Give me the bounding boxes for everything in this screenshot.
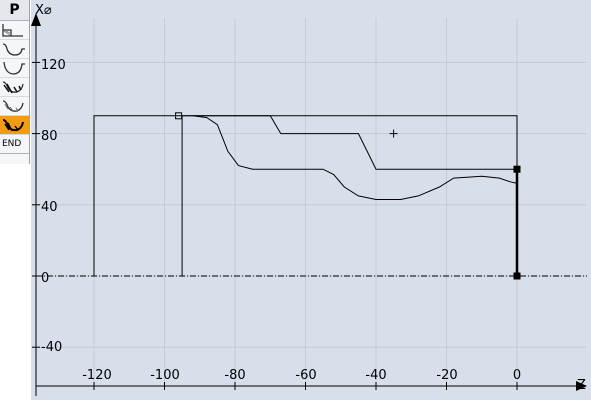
contour-curve-icon bbox=[3, 61, 25, 75]
x-axis-label: X⌀ bbox=[35, 3, 52, 18]
step-contour-2[interactable] bbox=[0, 59, 29, 78]
step-residual[interactable] bbox=[0, 97, 29, 116]
contour-drawing bbox=[36, 112, 587, 280]
x-tick-label: -40 bbox=[41, 340, 62, 355]
x-axis-arrow-icon bbox=[31, 13, 41, 26]
contour-groove-icon bbox=[2, 43, 25, 56]
step-stock-removal[interactable] bbox=[0, 78, 29, 97]
z-tick-label: -120 bbox=[82, 368, 112, 383]
start-point-marker bbox=[175, 112, 183, 120]
contour-point-marker bbox=[513, 272, 521, 280]
z-axis-arrow-icon bbox=[576, 381, 587, 391]
z-tick-label: -100 bbox=[150, 368, 180, 383]
finishing-icon bbox=[2, 119, 24, 132]
program-header[interactable]: P bbox=[0, 0, 29, 21]
finish-contour bbox=[182, 115, 517, 170]
step-contour-1[interactable] bbox=[0, 40, 29, 59]
x-tick-label: 40 bbox=[41, 200, 58, 215]
grid bbox=[32, 18, 587, 390]
contour-plot: Z X⌀ -120 -100 -80 -60 -40 -20 0 120 80 … bbox=[31, 3, 587, 396]
z-tick-label: 0 bbox=[513, 368, 521, 383]
x-tick-label: 0 bbox=[41, 271, 49, 286]
program-step-list: P bbox=[0, 0, 30, 164]
residual-removal-icon bbox=[2, 100, 24, 112]
z-tick-label: -40 bbox=[365, 368, 386, 383]
step-finishing[interactable] bbox=[0, 116, 29, 135]
stock-removal-icon bbox=[2, 81, 24, 94]
x-tick-label: 120 bbox=[41, 58, 66, 73]
z-tick-label: -20 bbox=[436, 368, 457, 383]
contour-point-marker bbox=[513, 165, 521, 173]
z-tick-label: -60 bbox=[295, 368, 316, 383]
x-tick-label: 80 bbox=[41, 129, 58, 144]
roughing-contour bbox=[192, 115, 518, 200]
simulation-graphic[interactable]: Z X⌀ -120 -100 -80 -60 -40 -20 0 120 80 … bbox=[31, 0, 591, 400]
step-blank[interactable] bbox=[0, 21, 29, 40]
z-tick-label: -80 bbox=[224, 368, 245, 383]
stock-blank-icon bbox=[2, 24, 23, 37]
z-axis-label: Z bbox=[577, 378, 586, 393]
program-end[interactable]: END bbox=[0, 135, 29, 154]
